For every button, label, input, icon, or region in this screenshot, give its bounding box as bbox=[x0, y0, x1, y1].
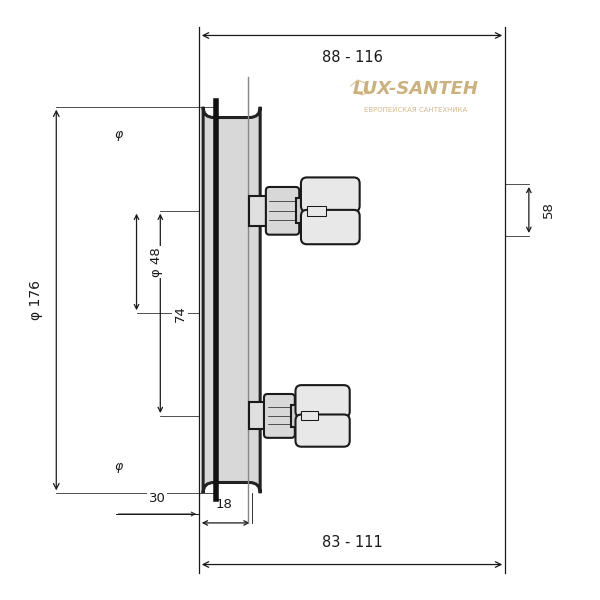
Bar bbox=[250, 403, 268, 430]
Text: 83 - 111: 83 - 111 bbox=[322, 535, 382, 550]
Bar bbox=[250, 196, 269, 226]
Bar bbox=[291, 404, 301, 427]
Text: φ: φ bbox=[115, 128, 123, 141]
FancyBboxPatch shape bbox=[301, 178, 359, 212]
FancyBboxPatch shape bbox=[295, 385, 350, 418]
FancyBboxPatch shape bbox=[203, 107, 260, 493]
FancyBboxPatch shape bbox=[264, 394, 295, 438]
Text: φ 176: φ 176 bbox=[29, 280, 43, 320]
Text: 58: 58 bbox=[542, 202, 555, 218]
Bar bbox=[307, 206, 326, 216]
Text: 88 - 116: 88 - 116 bbox=[322, 50, 382, 65]
FancyBboxPatch shape bbox=[266, 187, 299, 235]
Text: 74: 74 bbox=[173, 305, 187, 322]
Bar bbox=[296, 199, 307, 223]
FancyBboxPatch shape bbox=[295, 415, 350, 447]
Text: φ: φ bbox=[115, 460, 123, 473]
Bar bbox=[301, 412, 319, 421]
FancyBboxPatch shape bbox=[301, 210, 359, 244]
Text: φ 48: φ 48 bbox=[149, 247, 163, 277]
Text: ЕВРОПЕЙСКАЯ САНТЕХНИКА: ЕВРОПЕЙСКАЯ САНТЕХНИКА bbox=[364, 106, 467, 113]
Text: 30: 30 bbox=[149, 492, 166, 505]
Text: 18: 18 bbox=[216, 498, 233, 511]
Text: LUX-SANTEH: LUX-SANTEH bbox=[353, 80, 479, 98]
